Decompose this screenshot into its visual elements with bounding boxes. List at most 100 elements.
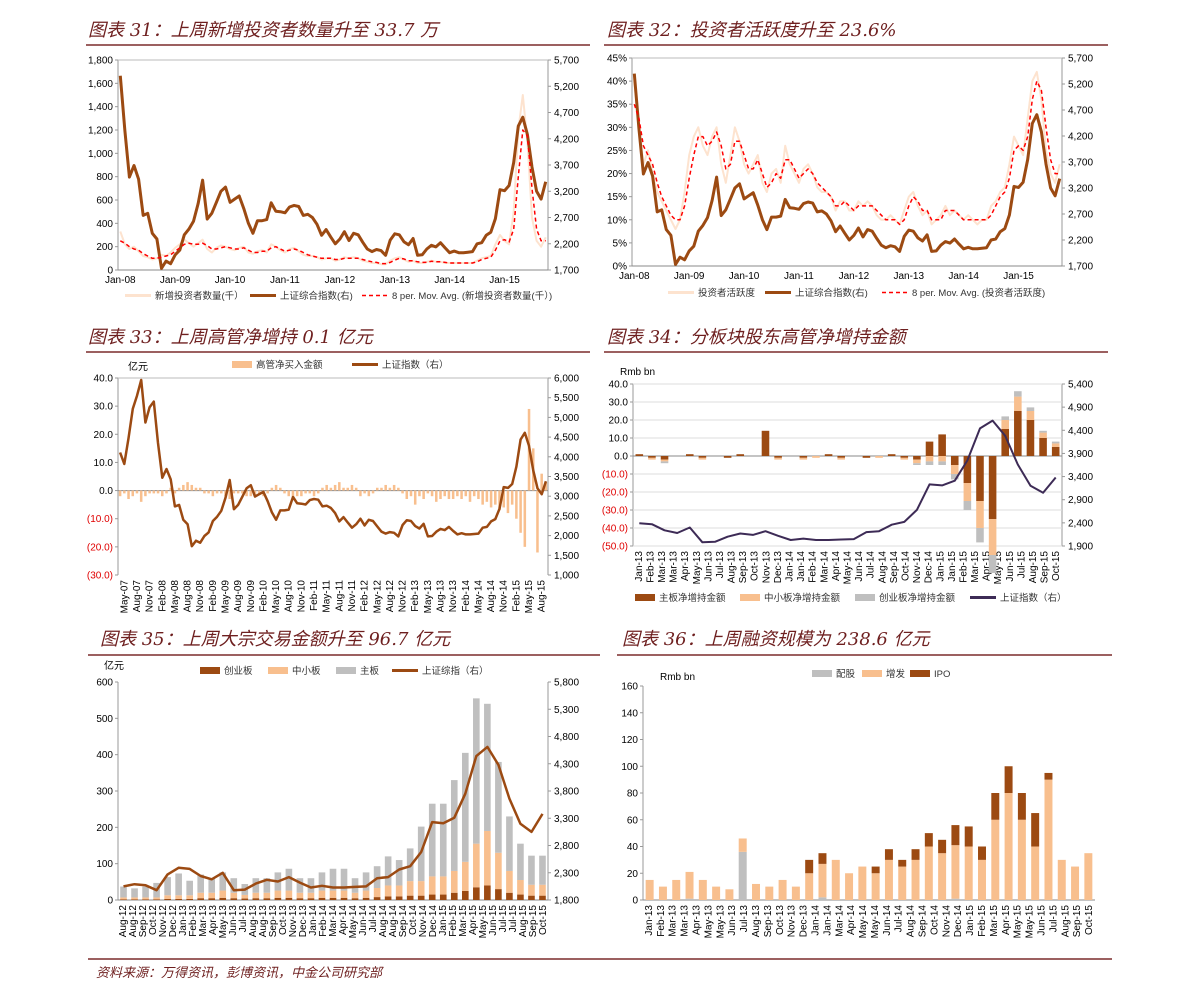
bar <box>190 484 194 491</box>
bar <box>725 889 734 900</box>
x-tick-label: Nov-14 <box>912 551 923 584</box>
x-tick-label: Jun-13 <box>703 551 714 582</box>
legend-label: 中小板净增持金额 <box>764 592 841 604</box>
bar <box>373 897 381 900</box>
bar <box>685 898 694 900</box>
left-tick-label: 1,000 <box>88 149 113 160</box>
right-tick-label: 2,200 <box>554 239 579 250</box>
right-tick-label: 5,200 <box>554 82 579 93</box>
bar <box>460 490 463 500</box>
x-tick-label: Aug-14 <box>388 905 399 938</box>
bar <box>439 490 442 500</box>
legend-label: 主板 <box>360 665 380 677</box>
x-tick-label: Jan-09 <box>160 275 191 286</box>
bar <box>152 490 156 494</box>
bar <box>120 897 127 900</box>
bar <box>964 846 973 900</box>
bar <box>963 456 972 483</box>
legend-label: 上证指数（右） <box>382 359 449 371</box>
bar <box>484 703 491 831</box>
bar <box>950 474 959 480</box>
bar <box>858 866 867 900</box>
bar <box>494 490 497 505</box>
x-tick-label: May-13 <box>715 905 726 939</box>
bar <box>270 487 274 491</box>
chart-35: 600 500 400 300 200 100 0 5,800 5,300 4,800 4,300 3… <box>96 659 579 938</box>
bar <box>287 490 290 497</box>
bar <box>481 490 484 505</box>
x-tick-label: Jan-13 <box>379 275 410 286</box>
right-tick-label: 4,400 <box>1068 426 1093 437</box>
bar <box>340 890 348 898</box>
chart-31-title: 图表 31：上周新增投资者数量升至 33.7 万 <box>88 20 441 41</box>
bar <box>925 461 934 465</box>
bar <box>473 887 480 900</box>
x-tick-label: May-11 <box>322 580 333 613</box>
left-tick-label: 1,800 <box>88 56 113 67</box>
bar <box>818 853 827 864</box>
x-tick-label: Jan-14 <box>308 905 319 936</box>
left-tick-label: 10.0 <box>94 458 114 469</box>
x-tick-label: Jul-15 <box>508 905 519 933</box>
x-tick-label: Sep-13 <box>763 905 774 938</box>
bar <box>1039 430 1047 433</box>
bar <box>900 456 909 458</box>
bar <box>219 897 227 900</box>
x-tick-label: May-14 <box>858 905 869 939</box>
x-tick-label: Feb-08 <box>157 580 168 612</box>
bar <box>131 888 138 898</box>
bar <box>211 490 215 497</box>
bar <box>774 457 782 460</box>
bar <box>257 490 261 494</box>
bar <box>142 899 149 900</box>
left-tick-label: 160 <box>621 682 638 693</box>
bar <box>887 454 896 456</box>
bar <box>342 487 345 491</box>
right-tick-label: 4,000 <box>554 452 579 463</box>
left-tick-label: (30.0) <box>602 506 628 517</box>
bar <box>439 894 447 900</box>
bar <box>791 886 800 900</box>
bar <box>925 441 934 456</box>
legend-label: 中小板 <box>292 665 321 677</box>
left-tick-label: 45% <box>607 54 627 65</box>
bar <box>778 879 787 900</box>
x-tick-label: Aug-10 <box>284 580 295 613</box>
bar <box>363 490 366 494</box>
left-tick-label: 200 <box>96 823 113 834</box>
legend-label: 上证综合指数(右) <box>795 287 868 299</box>
bar <box>913 456 921 460</box>
left-tick-label: 1,200 <box>88 126 113 137</box>
bar <box>164 898 171 900</box>
left-tick-label: 600 <box>96 678 113 689</box>
bar <box>203 490 206 494</box>
bar <box>517 880 524 895</box>
left-tick-label: 80 <box>627 789 639 800</box>
bar <box>417 881 425 896</box>
bar <box>1004 793 1013 900</box>
chart-32: 45% 40% 35% 30% 25% 20% 15% 10% 5% 0% 5,700 5,200 4,… <box>607 54 1093 300</box>
bar <box>274 484 278 491</box>
legend-swatch <box>855 594 875 601</box>
left-tick-label: 1,600 <box>88 79 113 90</box>
bar <box>219 872 227 891</box>
bar <box>938 839 947 854</box>
bar <box>818 863 827 898</box>
legend-label: 上证综合指数(右) <box>280 290 353 302</box>
bar <box>346 487 350 491</box>
bar <box>447 490 451 500</box>
left-tick-label: 40.0 <box>609 380 629 391</box>
chart-34: 40.0 30.0 20.0 10.0 0.0 (10.0) (20.0) (30.0) (40… <box>602 367 1094 604</box>
bar <box>517 894 524 900</box>
bar <box>351 898 359 900</box>
bar <box>263 878 271 893</box>
bar <box>752 883 760 900</box>
bar <box>325 484 328 491</box>
series-line <box>118 378 548 548</box>
bar <box>698 457 707 460</box>
bar <box>340 897 348 900</box>
chart-33: 40.0 30.0 20.0 10.0 0.0 (10.0) (20.0) (30.0) 6,0… <box>87 359 580 613</box>
x-tick-label: Jul-13 <box>238 905 249 933</box>
x-tick-label: Apr-14 <box>338 905 349 935</box>
bar <box>812 456 820 458</box>
